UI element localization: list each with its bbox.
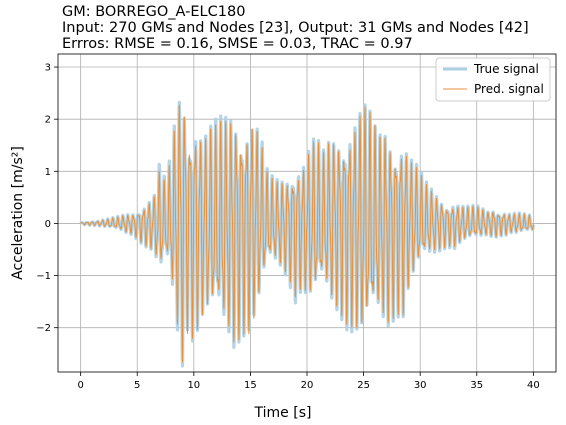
y-axis-label: Acceleration [m/s²] (10, 146, 26, 280)
x-tick-label: 5 (134, 380, 140, 391)
axis-ticks: 0 5 10 15 20 25 30 35 40 −2 −1 0 1 2 3 (36, 63, 539, 391)
title-line-1: GM: BORREGO_A-ELC180 (62, 4, 246, 20)
x-tick-label: 30 (414, 380, 427, 391)
y-tick-label: 0 (45, 219, 51, 230)
x-tick-label: 35 (470, 380, 483, 391)
x-tick-label: 15 (244, 380, 257, 391)
legend-label-pred: Pred. signal (474, 82, 544, 96)
title-line-2: Input: 270 GMs and Nodes [23], Output: 3… (62, 20, 529, 36)
y-tick-label: 1 (45, 167, 51, 178)
y-tick-label: 3 (45, 63, 51, 74)
title-line-3: Errros: RMSE = 0.16, SMSE = 0.03, TRAC =… (62, 36, 413, 52)
x-tick-label: 40 (527, 380, 540, 391)
legend-label-true: True signal (473, 62, 539, 76)
x-tick-label: 25 (357, 380, 370, 391)
y-tick-label: 2 (45, 115, 51, 126)
x-tick-label: 10 (187, 380, 200, 391)
chart-title: GM: BORREGO_A-ELC180 Input: 270 GMs and … (62, 4, 529, 52)
x-tick-label: 20 (301, 380, 314, 391)
legend: True signal Pred. signal (435, 57, 551, 102)
y-tick-label: −2 (36, 323, 51, 334)
y-tick-label: −1 (36, 271, 51, 282)
x-tick-label: 0 (77, 380, 83, 391)
series-pred-signal-line (80, 104, 534, 363)
series-layer (79, 100, 535, 368)
x-axis-label: Time [s] (254, 405, 312, 421)
